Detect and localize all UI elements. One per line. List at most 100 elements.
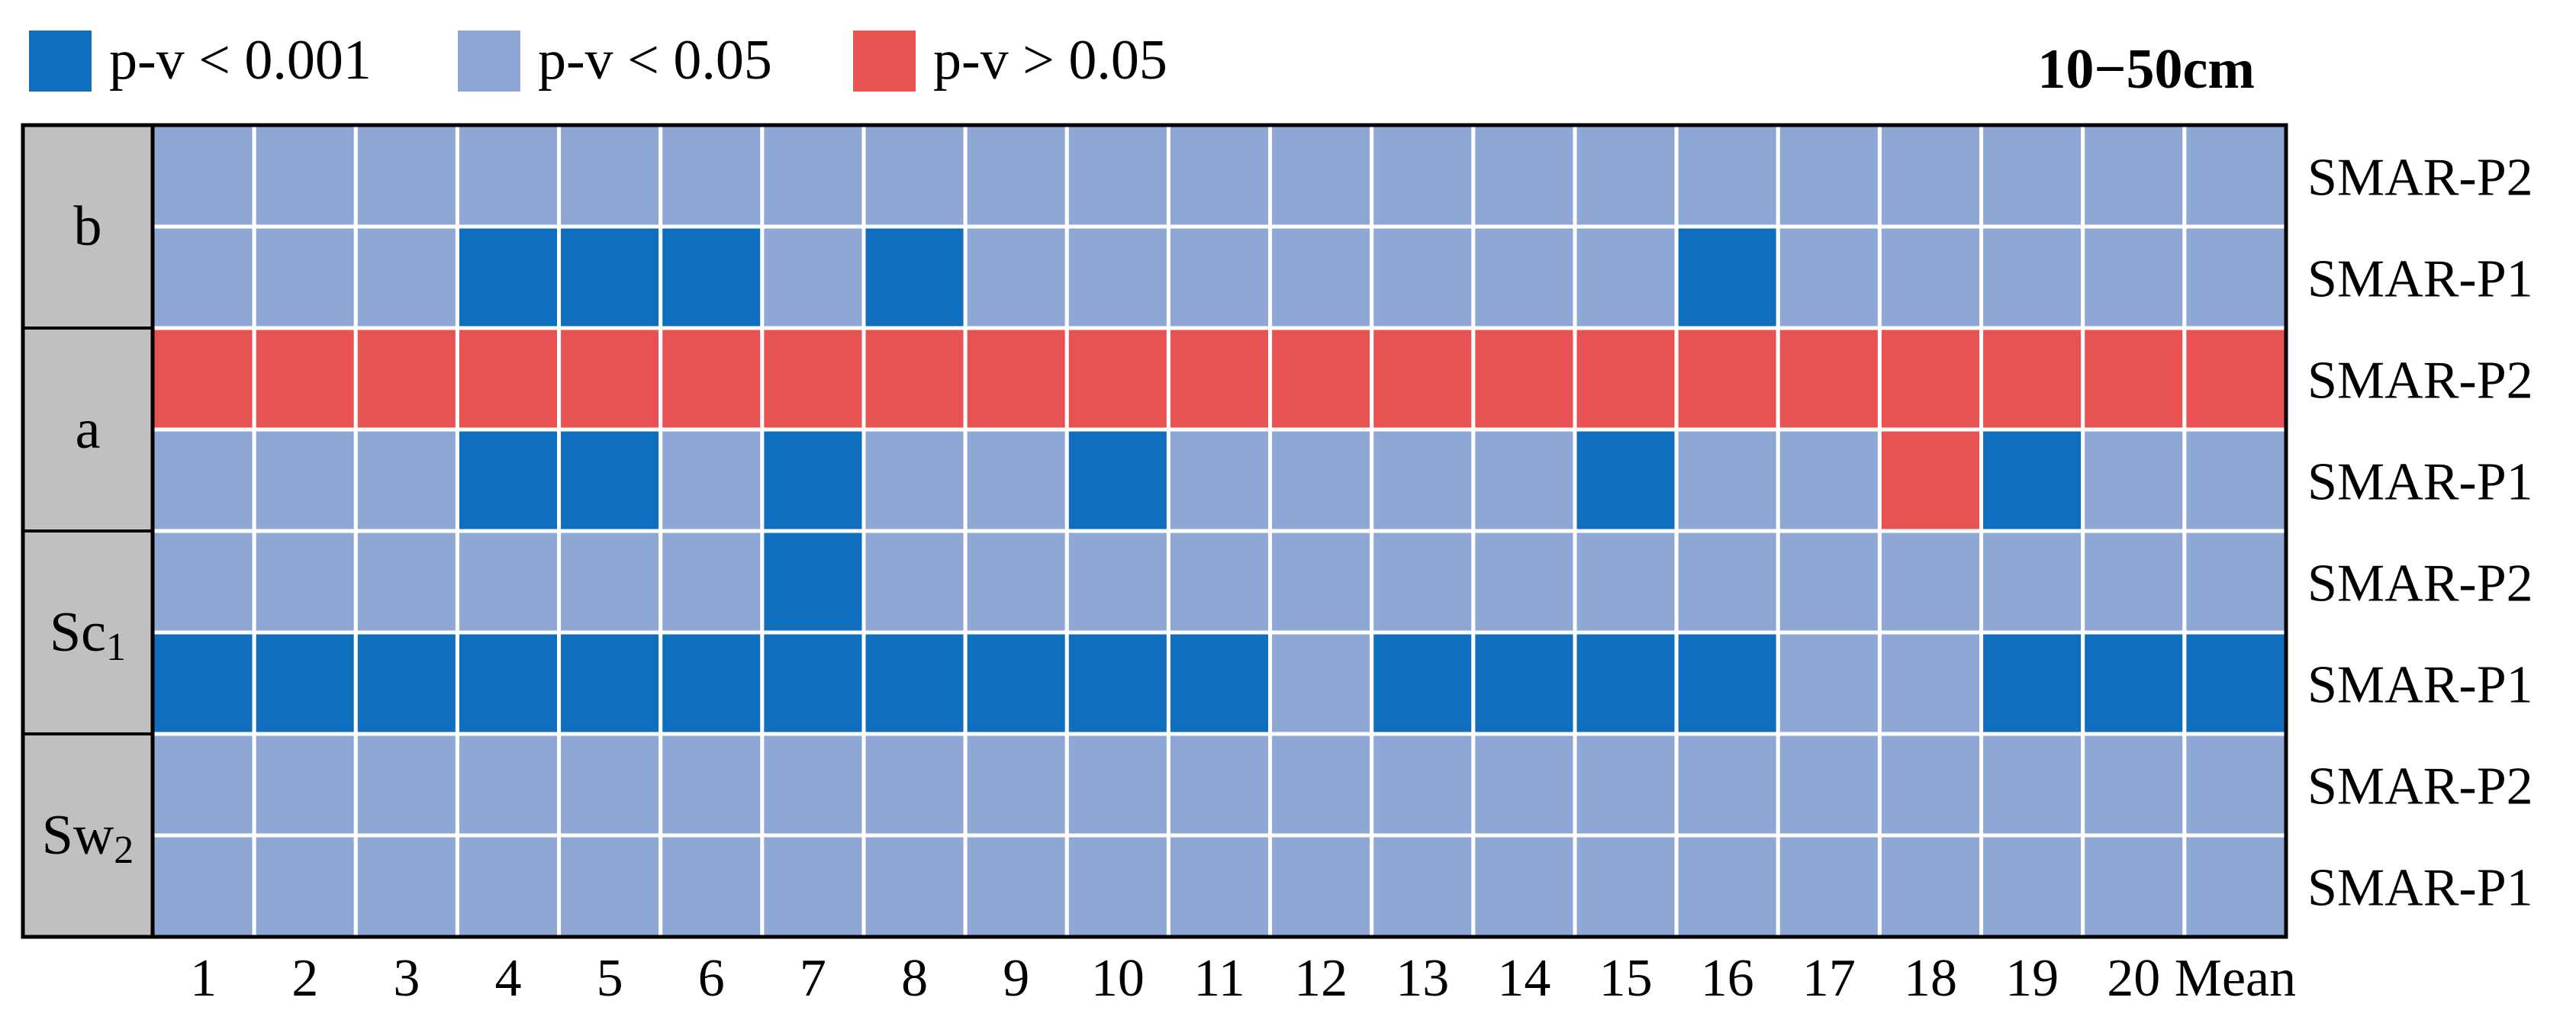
cell-Sc-smar-p2-18: [1877, 529, 1984, 635]
cell-a-smar-p2-4: [455, 326, 562, 432]
cell-a-smar-p2-2: [252, 326, 358, 432]
cell-Sc-smar-p1-3: [353, 630, 459, 736]
cell-b-smar-p2-17: [1776, 123, 1882, 229]
column-label: 8: [901, 949, 928, 1008]
chart-title: 10−50cm: [2037, 38, 2255, 101]
cell-Sw-smar-p2-14: [1471, 732, 1577, 838]
group-box-Sw: [21, 732, 154, 938]
group-label-b: b: [74, 195, 102, 258]
cell-Sw-smar-p2-6: [658, 732, 765, 838]
cell-Sc-smar-p1-9: [963, 630, 1069, 736]
cell-a-smar-p1-9: [963, 427, 1069, 533]
row-label: SMAR-P1: [2307, 656, 2533, 715]
cell-Sc-smar-p1-13: [1370, 630, 1476, 736]
row-label: SMAR-P1: [2307, 250, 2533, 309]
cell-Sc-smar-p2-12: [1268, 529, 1374, 635]
cell-a-smar-p1-3: [353, 427, 459, 533]
cell-Sc-smar-p1-17: [1776, 630, 1882, 736]
cell-Sw-smar-p1-12: [1268, 833, 1374, 939]
cell-Sw-smar-p2-mean: [2182, 732, 2288, 838]
cell-b-smar-p2-8: [861, 123, 968, 229]
cell-Sw-smar-p2-1: [150, 732, 256, 838]
column-label: 17: [1802, 949, 1856, 1008]
cell-Sw-smar-p2-8: [861, 732, 968, 838]
cell-a-smar-p1-19: [1979, 427, 2085, 533]
cell-a-smar-p1-18: [1877, 427, 1984, 533]
cell-a-smar-p2-1: [150, 326, 256, 432]
heatmap-frame: [21, 123, 2288, 939]
cell-Sw-smar-p1-1: [150, 833, 256, 939]
cell-b-smar-p2-20: [2081, 123, 2187, 229]
cell-Sc-smar-p1-10: [1064, 630, 1170, 736]
cell-Sw-smar-p2-10: [1064, 732, 1170, 838]
cell-a-smar-p1-11: [1166, 427, 1273, 533]
cell-Sc-smar-p1-18: [1877, 630, 1984, 736]
cell-Sc-smar-p2-8: [861, 529, 968, 635]
cell-a-smar-p2-19: [1979, 326, 2085, 432]
column-label: 16: [1701, 949, 1754, 1008]
cell-Sw-smar-p1-6: [658, 833, 765, 939]
cell-b-smar-p2-6: [658, 123, 765, 229]
cell-Sc-smar-p1-5: [557, 630, 663, 736]
column-label: 19: [2005, 949, 2059, 1008]
group-box-b: [21, 124, 154, 330]
cell-b-smar-p2-12: [1268, 123, 1374, 229]
cell-b-smar-p2-10: [1064, 123, 1170, 229]
cell-a-smar-p1-10: [1064, 427, 1170, 533]
cell-a-smar-p1-20: [2081, 427, 2187, 533]
cell-b-smar-p2-3: [353, 123, 459, 229]
legend-label-ns: p-v > 0.05: [933, 29, 1167, 92]
column-label: 7: [800, 949, 826, 1008]
cell-b-smar-p1-7: [760, 224, 866, 330]
cell-b-smar-p1-1: [150, 224, 256, 330]
cell-b-smar-p2-9: [963, 123, 1069, 229]
cell-Sw-smar-p1-15: [1573, 833, 1679, 939]
cell-b-smar-p1-15: [1573, 224, 1679, 330]
cell-a-smar-p1-5: [557, 427, 663, 533]
cell-Sc-smar-p1-16: [1674, 630, 1780, 736]
column-label: 14: [1497, 949, 1550, 1008]
cell-b-smar-p1-8: [861, 224, 968, 330]
cell-a-smar-p2-7: [760, 326, 866, 432]
cell-b-smar-p1-5: [557, 224, 663, 330]
cell-Sw-smar-p1-10: [1064, 833, 1170, 939]
cell-Sc-smar-p2-5: [557, 529, 663, 635]
cell-Sc-smar-p2-9: [963, 529, 1069, 635]
cell-a-smar-p1-8: [861, 427, 968, 533]
group-box-a: [21, 327, 154, 533]
cell-Sw-smar-p2-19: [1979, 732, 2085, 838]
cell-Sc-smar-p2-2: [252, 529, 358, 635]
cell-b-smar-p1-4: [455, 224, 562, 330]
cell-Sc-smar-p2-15: [1573, 529, 1679, 635]
cell-a-smar-p2-16: [1674, 326, 1780, 432]
cell-Sc-smar-p2-13: [1370, 529, 1476, 635]
cell-b-smar-p2-1: [150, 123, 256, 229]
cell-Sc-smar-p1-1: [150, 630, 256, 736]
cell-Sc-smar-p2-14: [1471, 529, 1577, 635]
row-label: SMAR-P2: [2307, 149, 2533, 208]
column-label: 13: [1396, 949, 1449, 1008]
cell-b-smar-p2-13: [1370, 123, 1476, 229]
cell-b-smar-p2-16: [1674, 123, 1780, 229]
cell-Sw-smar-p2-18: [1877, 732, 1984, 838]
column-label: 4: [495, 949, 522, 1008]
column-label: 1: [190, 949, 217, 1008]
cell-Sw-smar-p1-9: [963, 833, 1069, 939]
column-label: 18: [1904, 949, 1957, 1008]
cell-Sw-smar-p2-16: [1674, 732, 1780, 838]
row-label: SMAR-P2: [2307, 758, 2533, 816]
cell-Sw-smar-p2-12: [1268, 732, 1374, 838]
cell-Sc-smar-p1-19: [1979, 630, 2085, 736]
cell-Sc-smar-p2-1: [150, 529, 256, 635]
cell-Sw-smar-p2-13: [1370, 732, 1476, 838]
cell-a-smar-p2-8: [861, 326, 968, 432]
cell-Sw-smar-p1-4: [455, 833, 562, 939]
cell-Sw-smar-p1-7: [760, 833, 866, 939]
cell-Sw-smar-p1-mean: [2182, 833, 2288, 939]
row-labels: SMAR-P2 SMAR-P1 SMAR-P2 SMAR-P1 SMAR-P2 SMAR-…: [2307, 149, 2533, 918]
row-label: SMAR-P1: [2307, 453, 2533, 512]
cell-b-smar-p1-3: [353, 224, 459, 330]
cell-b-smar-p1-9: [963, 224, 1069, 330]
cell-a-smar-p2-9: [963, 326, 1069, 432]
